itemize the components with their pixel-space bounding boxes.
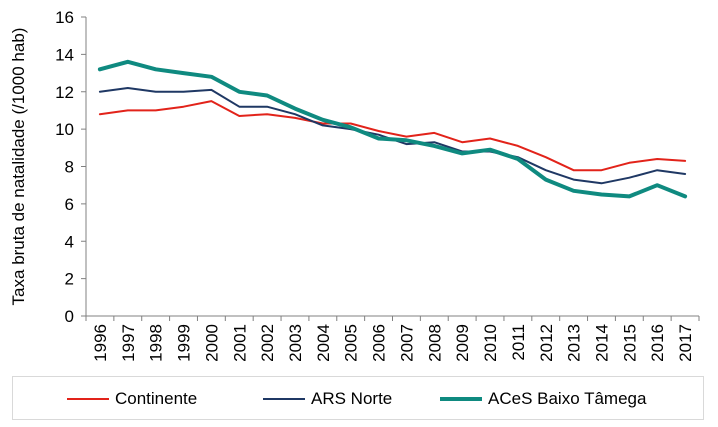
series-line-0: [98, 100, 687, 172]
y-tick-label: 2: [65, 270, 74, 289]
x-tick-label: 2015: [620, 324, 639, 362]
y-tick-label: 4: [65, 232, 74, 251]
y-tick-label: 0: [65, 307, 74, 326]
x-tick-label: 2016: [648, 324, 667, 362]
legend-label-continente: Continente: [115, 389, 198, 408]
legend-label-aces-baixo-tamega: ACeS Baixo Tâmega: [488, 389, 647, 408]
legend-swatch-continente: [67, 398, 109, 400]
legend-item-aces-baixo-tamega: ACeS Baixo Tâmega: [440, 377, 646, 421]
legend-label-ars-norte: ARS Norte: [311, 389, 393, 408]
legend-swatch-aces-baixo-tamega: [440, 397, 482, 401]
x-tick-label: 2010: [481, 324, 500, 362]
series-line-2: [97, 59, 688, 199]
series-lines: [97, 59, 688, 199]
x-tick-label: 2007: [397, 324, 416, 362]
legend: Continente ARS Norte ACeS Baixo Tâmega: [12, 376, 704, 420]
axes: [85, 17, 699, 317]
legend-item-continente: Continente: [67, 377, 197, 421]
x-tick-label: 1999: [175, 324, 194, 362]
x-tick-label: 2005: [342, 324, 361, 362]
x-tick-label: 1997: [119, 324, 138, 362]
x-tick-label: 2002: [258, 324, 277, 362]
y-tick-label: 12: [55, 83, 74, 102]
y-tick-label: 8: [65, 158, 74, 177]
y-tick-label: 16: [55, 8, 74, 27]
x-tick-label: 1996: [91, 324, 110, 362]
x-tick-label: 2000: [202, 324, 221, 362]
x-tick-label: 2008: [425, 324, 444, 362]
y-tick-label: 10: [55, 120, 74, 139]
x-tick-label: 2006: [370, 324, 389, 362]
x-tick-label: 2009: [453, 324, 472, 362]
y-axis-ticks: 0 2 4 6 8 10 12 14 16: [55, 8, 86, 326]
series-line-1: [98, 87, 687, 185]
y-tick-label: 14: [55, 45, 74, 64]
x-tick-label: 2003: [286, 324, 305, 362]
legend-item-ars-norte: ARS Norte: [263, 377, 392, 421]
x-tick-label: 2017: [676, 324, 695, 362]
x-tick-label: 2014: [592, 324, 611, 362]
legend-swatch-ars-norte: [263, 398, 305, 400]
x-tick-label: 2011: [509, 324, 528, 361]
x-tick-label: 2004: [314, 324, 333, 362]
y-tick-label: 6: [65, 195, 74, 214]
x-tick-label: 2013: [565, 324, 584, 362]
x-axis-ticks: 1996 1997 1998 1999 2000 2001 2002 2003 2004 2005…: [85, 316, 700, 362]
y-axis-label: Taxa bruta de natalidade (/1000 hab): [9, 28, 28, 306]
x-tick-label: 2012: [537, 324, 556, 362]
x-tick-label: 2001: [230, 324, 249, 362]
x-tick-label: 1998: [147, 324, 166, 362]
